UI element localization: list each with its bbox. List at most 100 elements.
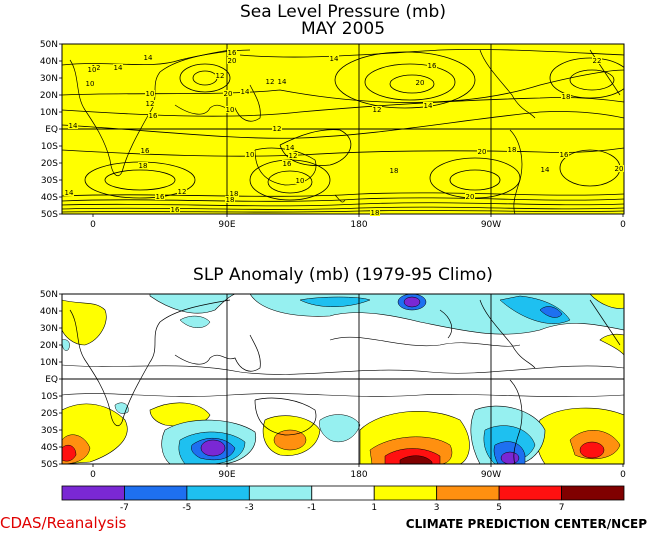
bottom-y-tick-label: 20S [41,409,58,419]
contour-label: 14 [65,189,74,197]
contour-label-bg [372,106,382,113]
contour-label: 18 [508,146,517,154]
contour-label: 20 [416,79,425,87]
contour-label-bg [465,193,475,200]
contour-label: 16 [560,151,569,159]
contour-label-bg [68,122,78,129]
contour-label: 18 [230,190,239,198]
contour-label: 20 [615,165,624,173]
colorbar-swatch [373,485,438,501]
anomaly-region-satl-pos3 [62,444,77,462]
contour-label-bg [225,196,235,203]
contour-label: 10 [226,106,235,114]
contour-label: 14 [278,78,287,86]
contour-label-bg [85,80,95,87]
contour-label-bg [282,160,292,167]
contour-label: 12 [289,152,298,160]
top-y-tick-label: 30S [41,176,58,186]
bottom-y-tick-label: 20N [40,341,58,351]
contour-label: 18 [562,93,571,101]
contour-label: 22 [593,57,602,65]
anomaly-region-sio-neg4 [200,439,226,457]
top-contour-labels: 1414121010101216161820122010141214161210… [64,49,624,217]
top-x-axis: 0 90E 180 90W 0 [90,214,626,230]
colorbar-tick-label: -7 [120,503,129,513]
contour-label: 10 [86,80,95,88]
bottom-y-tick-label: 10N [40,358,58,368]
contour-label-bg [64,189,74,196]
colorbar-swatch [124,485,188,501]
anomaly-zero-contours [62,336,624,397]
anomaly-region-india [179,315,211,328]
bottom-x-tick-label: 180 [350,470,367,480]
anomaly-region-trop-neg2 [62,339,70,351]
top-y-tick-label: 10N [40,108,58,118]
contour-label-bg [225,106,235,113]
contour-label: 16 [156,193,165,201]
contour-label-bg [592,57,602,64]
bottom-y-axis: 50N 40N 30N 20N 10N EQ 10S 20S 30S 40S 50S [40,290,62,470]
bottom-plot-area [61,293,625,465]
top-gridlines [62,44,624,214]
bottom-y-tick-label: 10S [41,392,58,402]
top-y-axis: 50N 40N 30N 20N 10N EQ 10S 20S 30S 40S 50S [40,40,62,220]
contour-label: 14 [424,102,433,110]
top-y-tick-label: 30N [40,74,58,84]
contour-label-bg [329,55,339,62]
contour-label-bg [295,177,305,184]
contour-label: 10 [296,177,305,185]
top-y-tick-label: 50N [40,40,58,50]
bottom-title: SLP Anomaly (mb) (1979-95 Climo) [193,265,493,285]
colorbar-swatch [186,485,250,501]
contour-label: 14 [330,55,339,63]
colorbar-tick-label: 5 [496,503,502,513]
contour-label-bg [113,64,123,71]
bottom-y-tick-label: 30N [40,324,58,334]
bottom-x-tick-label: 0 [620,470,626,480]
contour-label-bg [145,90,155,97]
contour-label: 12 [216,72,225,80]
bottom-x-tick-label: 90W [481,470,501,480]
contour-label-bg [477,148,487,155]
colorbar-tick-label: 1 [371,503,377,513]
bottom-y-tick-label: 50N [40,290,58,300]
contour-label-bg [285,144,295,151]
contour-label: 16 [228,49,237,57]
contour-label: 18 [139,162,148,170]
colorbar-swatch [436,485,500,501]
contour-label: 16 [141,147,150,155]
footer-credit-left: CDAS/Reanalysis [0,514,126,532]
contour-label-bg [561,93,571,100]
contour-label: 16 [149,112,158,120]
top-y-tick-label: 50S [41,210,58,220]
contour-label: 14 [114,64,123,72]
anomaly-region-asia [149,294,236,314]
contour-label-bg [227,49,237,56]
anomaly-region-euro-pos [589,294,624,309]
colorbar: -7 -5 -3 -1 1 3 5 7 [61,485,625,513]
top-y-tick-label: 20N [40,91,58,101]
contour-label: 12 [373,106,382,114]
contour-label-bg [223,90,233,97]
contour-label-bg [155,193,165,200]
bottom-y-tick-label: 40S [41,443,58,453]
contour-label: 16 [171,206,180,214]
contour-label-bg [415,79,425,86]
contour-label-bg [145,100,155,107]
anomaly-region-sio2-pos3 [579,441,605,459]
top-x-tick-label: 0 [620,220,626,230]
contour-label: 10 [146,90,155,98]
colorbar-swatch [311,485,375,501]
top-y-tick-label: 20S [41,159,58,169]
contour-label-bg [427,62,437,69]
contour-label-bg [215,72,225,79]
colorbar-tick-label: -5 [182,503,191,513]
contour-label: 14 [144,54,153,62]
anomaly-region-eq-pos [599,333,624,356]
contour-label-bg [288,152,298,159]
anomaly-region-natl-low [539,306,563,318]
contour-label-bg [143,54,153,61]
top-x-tick-label: 0 [90,220,96,230]
contour-label-bg [559,151,569,158]
top-plot-area: 1414121010101216161820122010141214161210… [61,43,625,217]
